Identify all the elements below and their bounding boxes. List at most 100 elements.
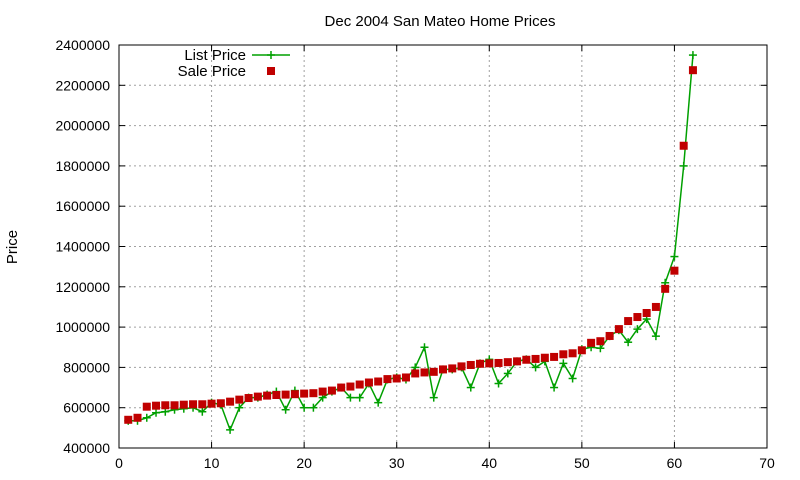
data-point [318,387,327,396]
data-point [457,362,466,371]
data-point [216,399,225,408]
data-point [624,317,633,326]
data-point [355,380,364,389]
data-point [420,343,429,352]
data-point [383,375,392,384]
data-point [152,401,161,410]
tick-labels: 0 10 20 30 40 50 60 70 400000 600000 800000 1000000… [55,37,775,471]
data-point [503,369,512,378]
data-point [235,403,244,412]
data-point [327,386,336,395]
legend-item: List Price [184,47,290,64]
data-point [587,338,596,347]
data-point [133,413,142,422]
y-tick-label: 2200000 [55,77,110,93]
data-point [346,393,355,402]
data-point [550,352,559,361]
data-point [309,403,318,412]
legend-item: Sale Price [178,63,275,80]
data-point [531,354,540,363]
data-point [448,364,457,373]
data-point [596,344,605,353]
data-point [198,400,207,409]
data-point [670,266,679,275]
data-point [300,389,309,398]
data-point [605,331,614,340]
data-point [503,358,512,367]
y-tick-label: 1800000 [55,158,110,174]
data-point [642,308,651,317]
data-point [439,365,447,374]
x-tick-label: 70 [759,455,775,471]
data-point [281,390,290,399]
y-tick-label: 1200000 [55,279,110,295]
data-point [568,374,577,383]
data-point [226,397,235,406]
data-point [226,425,235,434]
data-point [596,337,605,346]
y-tick-label: 800000 [63,359,110,375]
data-point [152,408,161,417]
data-point [661,284,670,293]
data-point [355,393,364,402]
data-point [550,383,559,392]
y-tick-label: 600000 [63,400,110,416]
data-point [568,349,577,358]
data-point [614,325,623,334]
data-point [142,402,151,411]
data-point [272,391,281,400]
data-point [364,378,373,387]
legend-swatch [267,67,275,75]
data-point [124,415,133,424]
data-point [559,350,568,359]
data-point [420,368,429,377]
data-point [494,379,503,388]
y-axis-label: Price [4,230,21,264]
data-point [337,383,346,392]
data-point [624,338,633,347]
data-point [346,382,355,391]
data-point [531,363,540,372]
data-point [485,359,494,368]
data-point [429,393,438,402]
data-point [309,389,318,398]
data-point [651,332,660,341]
data-point [189,400,198,409]
data-point [679,141,688,150]
data-point [401,373,410,382]
data-point [281,405,290,414]
y-tick-label: 2000000 [55,118,110,134]
data-point [679,161,688,170]
data-point [688,66,697,75]
data-point [476,359,485,368]
data-point [522,355,531,364]
x-tick-label: 30 [389,455,405,471]
x-tick-label: 10 [204,455,220,471]
data-point [142,413,151,422]
data-point [513,357,522,366]
data-point [374,398,383,407]
data-point [651,302,660,311]
series-list-price [124,51,697,434]
data-point [633,313,642,322]
data-point [235,395,244,404]
data-point [494,358,503,367]
x-tick-label: 0 [115,455,123,471]
y-tick-label: 1600000 [55,198,110,214]
data-point [290,390,299,399]
y-tick-label: 2400000 [55,37,110,53]
data-point [466,383,475,392]
data-point [559,359,568,368]
y-tick-label: 400000 [63,440,110,456]
data-point [374,377,383,386]
data-point [633,325,642,334]
legend-label: Sale Price [178,63,246,80]
data-point [179,400,188,409]
data-point [300,403,309,412]
x-tick-label: 60 [667,455,683,471]
grid-lines [119,45,767,448]
x-tick-label: 50 [574,455,590,471]
y-tick-label: 1400000 [55,239,110,255]
